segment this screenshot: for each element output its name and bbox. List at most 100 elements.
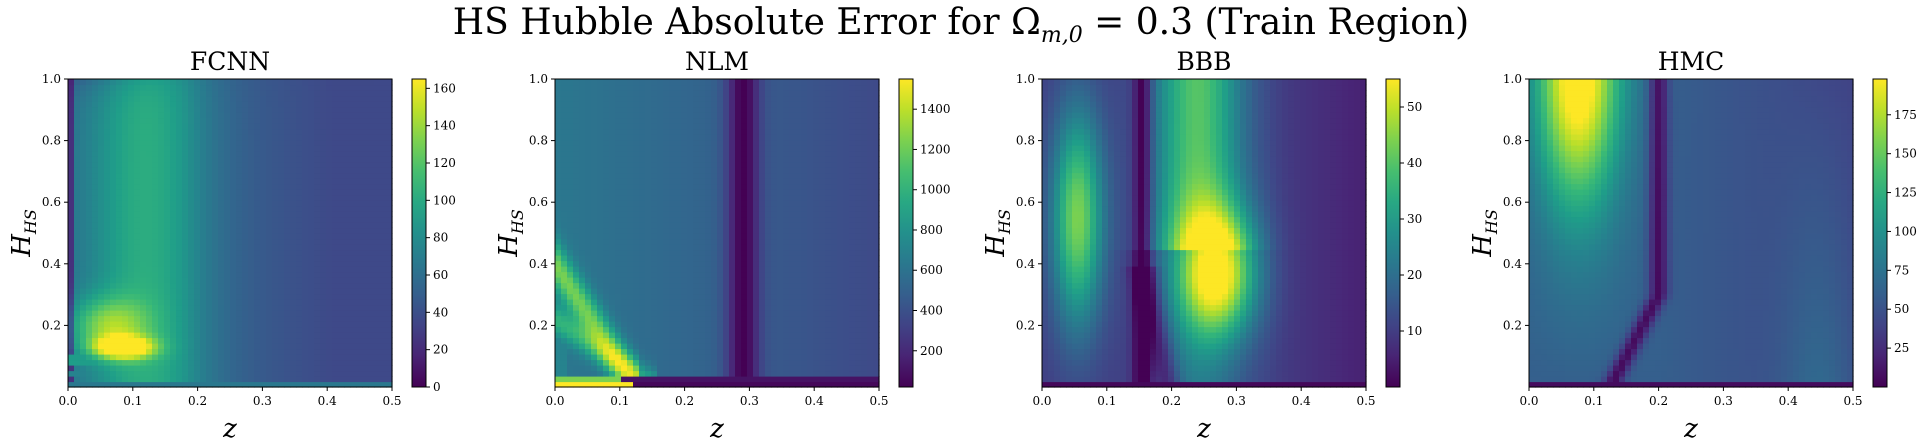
heatmap-cell: [669, 79, 676, 86]
heatmap-cell: [693, 249, 700, 256]
heatmap-cell: [362, 365, 369, 372]
heatmap-cell: [332, 315, 339, 322]
heatmap-cell: [735, 277, 742, 284]
heatmap-cell: [609, 106, 616, 113]
heatmap-cell: [254, 381, 261, 388]
heatmap-cell: [681, 343, 688, 350]
heatmap-cell: [380, 178, 387, 185]
heatmap-cell: [110, 277, 117, 284]
heatmap-cell: [110, 354, 117, 361]
heatmap-cell: [104, 293, 111, 300]
heatmap-cell: [633, 343, 640, 350]
heatmap-cell: [729, 84, 736, 91]
heatmap-cell: [362, 79, 369, 86]
heatmap-cell: [621, 227, 628, 234]
heatmap-cell: [152, 95, 159, 102]
heatmap-cell: [344, 282, 351, 289]
heatmap-cell: [621, 282, 628, 289]
heatmap-cell: [260, 249, 267, 256]
heatmap-cell: [729, 106, 736, 113]
heatmap-cell: [314, 205, 321, 212]
heatmap-cell: [729, 134, 736, 141]
heatmap-cell: [134, 315, 141, 322]
heatmap-cell: [80, 266, 87, 273]
heatmap-cell: [681, 134, 688, 141]
heatmap-cell: [579, 359, 586, 366]
heatmap-cell: [338, 95, 345, 102]
heatmap-cell: [80, 150, 87, 157]
heatmap-cell: [597, 216, 604, 223]
heatmap-cell: [242, 222, 249, 229]
heatmap-cell: [705, 244, 712, 251]
heatmap-cell: [164, 161, 171, 168]
heatmap-cell: [344, 271, 351, 278]
heatmap-cell: [164, 123, 171, 130]
heatmap-cell: [200, 315, 207, 322]
heatmap-cell: [80, 238, 87, 245]
heatmap-cell: [98, 343, 105, 350]
heatmap-cell: [266, 310, 273, 317]
heatmap-cell: [332, 255, 339, 262]
heatmap-cell: [122, 139, 129, 146]
heatmap-cell: [615, 84, 622, 91]
heatmap-cell: [657, 381, 664, 388]
heatmap-cell: [657, 365, 664, 372]
heatmap-cell: [230, 84, 237, 91]
heatmap-cell: [615, 337, 622, 344]
heatmap-cell: [585, 348, 592, 355]
heatmap-cell: [86, 79, 93, 86]
heatmap-cell: [158, 123, 165, 130]
heatmap-cell: [567, 95, 574, 102]
heatmap-cell: [645, 183, 652, 190]
heatmap-cell: [140, 227, 147, 234]
heatmap-cell: [206, 112, 213, 119]
heatmap-cell: [128, 282, 135, 289]
heatmap-cell: [669, 123, 676, 130]
heatmap-cell: [693, 238, 700, 245]
heatmap-cell: [723, 216, 730, 223]
heatmap-cell: [741, 321, 748, 328]
heatmap-cell: [182, 271, 189, 278]
heatmap-cell: [212, 288, 219, 295]
heatmap-cell: [92, 376, 99, 383]
heatmap-cell: [374, 337, 381, 344]
heatmap-cell: [699, 227, 706, 234]
heatmap-cell: [374, 178, 381, 185]
heatmap-cell: [627, 128, 634, 135]
heatmap-cell: [657, 321, 664, 328]
heatmap-cell: [597, 156, 604, 163]
heatmap-cell: [651, 211, 658, 218]
heatmap-cell: [152, 200, 159, 207]
heatmap-cell: [158, 249, 165, 256]
heatmap-cell: [380, 321, 387, 328]
heatmap-cell: [663, 381, 670, 388]
heatmap-cell: [747, 172, 754, 179]
heatmap-cell: [350, 178, 357, 185]
heatmap-cell: [753, 321, 760, 328]
heatmap-cell: [693, 365, 700, 372]
heatmap-cell: [176, 128, 183, 135]
heatmap-cell: [170, 293, 177, 300]
heatmap-cell: [92, 299, 99, 306]
heatmap-cell: [711, 222, 718, 229]
heatmap-cell: [555, 255, 562, 262]
heatmap-cell: [368, 238, 375, 245]
heatmap-cell: [272, 326, 279, 333]
heatmap-cell: [693, 348, 700, 355]
heatmap-cell: [134, 332, 141, 339]
heatmap-cell: [747, 84, 754, 91]
heatmap-cell: [332, 348, 339, 355]
heatmap-cell: [80, 211, 87, 218]
heatmap-cell: [110, 167, 117, 174]
heatmap-cell: [741, 112, 748, 119]
heatmap-cell: [194, 95, 201, 102]
heatmap-cell: [651, 282, 658, 289]
heatmap-cell: [302, 183, 309, 190]
heatmap-cell: [146, 266, 153, 273]
heatmap-cell: [729, 244, 736, 251]
heatmap-cell: [86, 271, 93, 278]
heatmap-cell: [104, 128, 111, 135]
heatmap-cell: [110, 310, 117, 317]
heatmap-cell: [296, 194, 303, 201]
heatmap-cell: [350, 271, 357, 278]
